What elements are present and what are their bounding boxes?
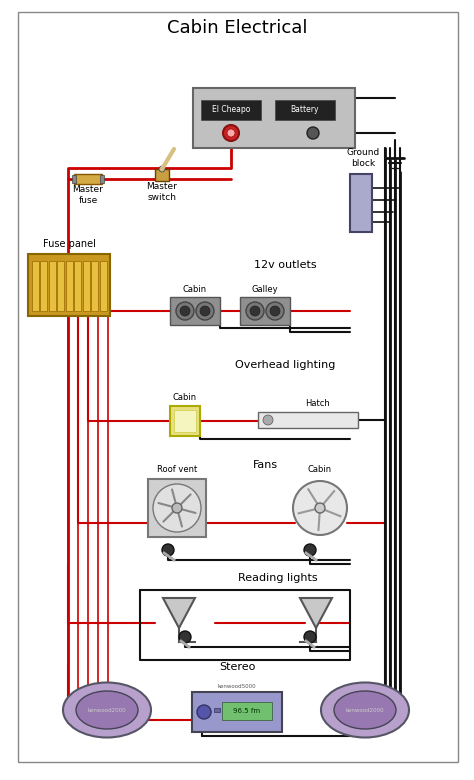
Bar [28, 254, 110, 316]
Circle shape [197, 705, 211, 719]
Circle shape [200, 306, 210, 316]
Bar [258, 412, 358, 428]
Circle shape [159, 166, 165, 172]
Bar [201, 100, 261, 120]
Bar [350, 174, 372, 232]
Circle shape [304, 544, 316, 556]
Text: Overhead lighting: Overhead lighting [235, 360, 335, 370]
Bar [74, 174, 102, 184]
Circle shape [179, 631, 191, 643]
Bar [240, 297, 290, 325]
Bar [74, 261, 82, 311]
Circle shape [270, 306, 280, 316]
Bar [57, 261, 64, 311]
Circle shape [162, 544, 174, 556]
Circle shape [307, 127, 319, 139]
Bar [174, 410, 196, 432]
Bar [192, 692, 282, 732]
Circle shape [196, 302, 214, 320]
Text: Cabin: Cabin [308, 466, 332, 474]
Text: El Cheapo: El Cheapo [212, 105, 250, 115]
Bar [91, 261, 99, 311]
Bar [275, 100, 335, 120]
Text: kenwood5000: kenwood5000 [218, 685, 256, 690]
Bar [170, 297, 220, 325]
Circle shape [266, 302, 284, 320]
Circle shape [246, 302, 264, 320]
Polygon shape [163, 598, 195, 628]
Text: Master
switch: Master switch [146, 183, 177, 202]
Bar [83, 261, 90, 311]
Text: Galley: Galley [252, 285, 278, 293]
Ellipse shape [63, 682, 151, 738]
Bar [170, 406, 200, 436]
Text: Cabin: Cabin [173, 393, 197, 402]
Circle shape [315, 503, 325, 513]
Text: 12v outlets: 12v outlets [254, 260, 316, 270]
Text: Reading lights: Reading lights [238, 573, 318, 583]
Circle shape [172, 503, 182, 513]
Circle shape [153, 484, 201, 532]
Bar [49, 261, 56, 311]
Text: Cabin: Cabin [183, 285, 207, 293]
Bar [40, 261, 47, 311]
Ellipse shape [321, 682, 409, 738]
Text: Hatch: Hatch [306, 399, 330, 409]
Bar [193, 88, 355, 148]
Bar [32, 261, 39, 311]
Text: 96.5 fm: 96.5 fm [233, 708, 261, 714]
Bar [148, 479, 206, 537]
Circle shape [227, 129, 235, 137]
Text: Master
fuse: Master fuse [73, 186, 103, 204]
Text: Roof vent: Roof vent [157, 466, 197, 474]
Text: Fans: Fans [253, 460, 278, 470]
Bar [100, 175, 104, 183]
Text: kenwood2000: kenwood2000 [346, 707, 384, 712]
Circle shape [176, 302, 194, 320]
Circle shape [304, 631, 316, 643]
Text: Battery: Battery [291, 105, 319, 115]
Circle shape [180, 306, 190, 316]
Polygon shape [300, 598, 332, 628]
Bar [66, 261, 73, 311]
Ellipse shape [76, 691, 138, 729]
Bar [155, 169, 169, 181]
Text: Cabin Electrical: Cabin Electrical [167, 19, 307, 37]
Text: Ground
block: Ground block [346, 148, 380, 168]
Ellipse shape [334, 691, 396, 729]
Bar [72, 175, 76, 183]
Circle shape [293, 481, 347, 535]
Circle shape [223, 125, 239, 141]
Bar [222, 702, 272, 720]
Text: kenwood2000: kenwood2000 [88, 707, 126, 712]
Text: Stereo: Stereo [219, 662, 255, 672]
Text: Fuse panel: Fuse panel [43, 239, 95, 249]
Bar [100, 261, 107, 311]
Circle shape [263, 415, 273, 425]
Bar [214, 708, 220, 712]
Circle shape [250, 306, 260, 316]
